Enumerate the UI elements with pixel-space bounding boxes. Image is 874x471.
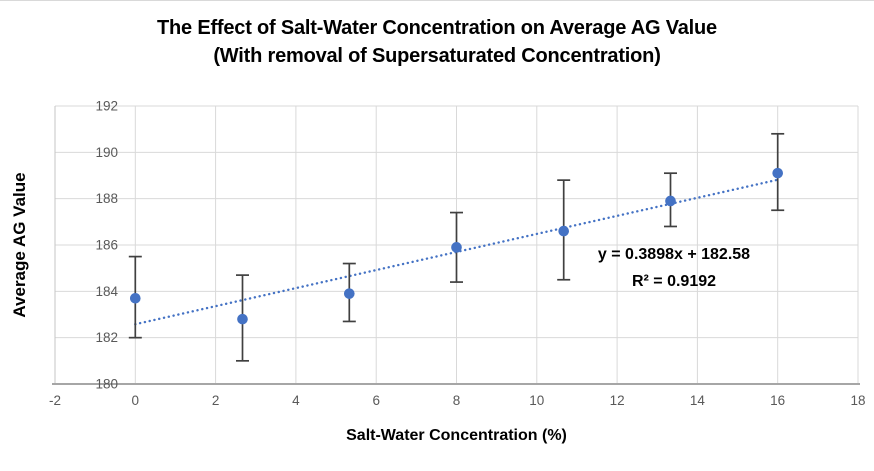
trendline-r-squared: R² = 0.9192 xyxy=(631,273,717,290)
trendline-annotation: y = 0.3898x + 182.58 R² = 0.9192 xyxy=(562,241,786,295)
data-point xyxy=(772,167,783,179)
data-point xyxy=(343,288,355,299)
y-tick-label: 180 xyxy=(95,377,118,392)
x-tick-label: 2 xyxy=(212,393,220,408)
data-point xyxy=(665,195,676,207)
x-axis-title: Salt-Water Concentration (%) xyxy=(346,427,567,444)
y-tick-label: 190 xyxy=(95,145,118,160)
chart-title-line2: (With removal of Supersaturated Concentr… xyxy=(213,45,661,67)
y-tick-label: 186 xyxy=(95,238,118,253)
x-tick-label: 0 xyxy=(132,393,140,408)
y-tick-label: 192 xyxy=(95,99,118,114)
data-point xyxy=(237,313,248,325)
x-tick-label: 8 xyxy=(453,393,461,408)
y-tick-label: 188 xyxy=(95,191,118,206)
x-tick-label: 12 xyxy=(610,393,625,408)
y-axis-title: Average AG Value xyxy=(10,172,29,318)
data-point xyxy=(558,225,570,237)
chart-title-line1: The Effect of Salt-Water Concentration o… xyxy=(157,17,717,39)
x-tick-label: 6 xyxy=(372,393,380,408)
y-tick-label: 184 xyxy=(95,284,118,299)
trendline-equation: y = 0.3898x + 182.58 xyxy=(597,246,751,263)
x-tick-label: 16 xyxy=(770,393,785,408)
x-tick-label: 4 xyxy=(292,393,300,408)
y-tick-label: 182 xyxy=(95,330,118,345)
x-tick-label: 14 xyxy=(690,393,706,408)
data-point xyxy=(130,292,141,304)
data-point xyxy=(451,242,462,253)
chart-title: The Effect of Salt-Water Concentration o… xyxy=(0,14,874,70)
x-tick-label: 10 xyxy=(529,393,544,408)
x-tick-label: 18 xyxy=(850,393,865,408)
x-tick-label: -2 xyxy=(49,393,61,408)
